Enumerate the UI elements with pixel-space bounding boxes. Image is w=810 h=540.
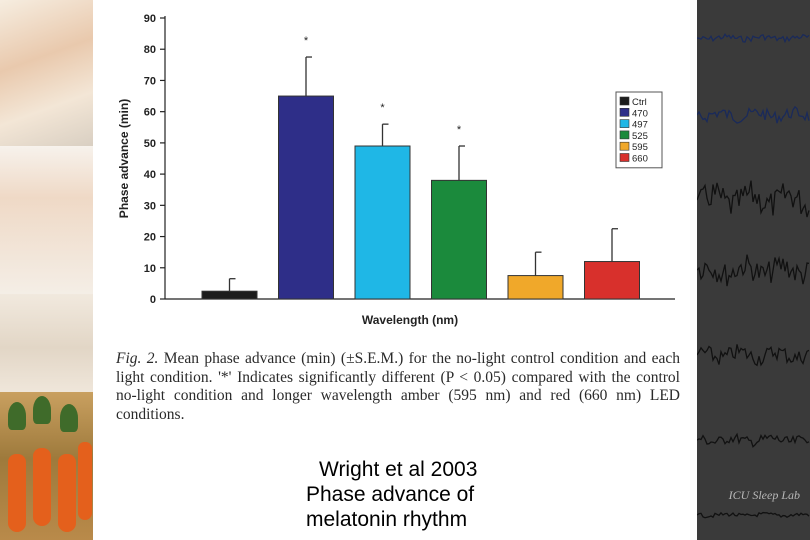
y-tick-label: 40 bbox=[144, 169, 156, 181]
eeg-trace-line bbox=[697, 105, 810, 124]
eeg-traces bbox=[697, 33, 810, 519]
slide-title-line-3: melatonin rhythm bbox=[306, 508, 468, 531]
photo-baby-in-blanket bbox=[0, 146, 93, 294]
legend-label-497: 497 bbox=[632, 120, 648, 131]
eeg-trace-line bbox=[697, 254, 810, 287]
legend-label-595: 595 bbox=[632, 142, 648, 153]
phase-advance-bar-chart: 0 10 20 30 40 50 60 70 80 90 Phase advance (min) Wa… bbox=[117, 13, 675, 327]
y-tick-label: 0 bbox=[150, 294, 156, 306]
eeg-trace-line bbox=[697, 344, 810, 367]
eeg-trace-line bbox=[697, 511, 810, 519]
decorative-photo-strip bbox=[0, 0, 93, 540]
y-axis-label: Phase advance (min) bbox=[117, 99, 131, 218]
bar-Ctrl bbox=[201, 290, 258, 300]
significance-marker-497: * bbox=[380, 102, 385, 114]
eeg-trace-line bbox=[697, 33, 810, 44]
photo-sleeping-babies bbox=[0, 0, 93, 146]
legend-swatch-525 bbox=[619, 130, 630, 140]
photo-carrots bbox=[0, 392, 93, 540]
y-tick-label: 90 bbox=[144, 13, 156, 25]
significance-marker-470: * bbox=[304, 35, 309, 47]
photo-baby-with-teddy bbox=[0, 294, 93, 392]
legend-swatch-497 bbox=[619, 119, 630, 128]
bar-497 bbox=[354, 145, 411, 300]
caption-text: Mean phase advance (min) (±S.E.M.) for t… bbox=[116, 350, 680, 423]
bar-660 bbox=[584, 261, 640, 300]
eeg-trace-line bbox=[697, 180, 810, 218]
legend-label-660: 660 bbox=[632, 154, 648, 165]
x-axis-label: Wavelength (nm) bbox=[362, 313, 458, 327]
y-tick-label: 30 bbox=[144, 200, 156, 212]
legend-swatch-470 bbox=[619, 108, 630, 117]
legend-swatch-660 bbox=[619, 153, 630, 162]
y-tick-label: 60 bbox=[144, 107, 156, 119]
y-tick-label: 70 bbox=[144, 75, 156, 87]
y-tick-label: 50 bbox=[144, 138, 156, 150]
slide-title-line-1: Wright et al 2003 bbox=[319, 458, 478, 481]
bar-525 bbox=[431, 179, 487, 300]
eeg-trace-panel: ICU Sleep Lab bbox=[697, 0, 810, 540]
y-tick-label: 20 bbox=[144, 232, 156, 244]
significance-marker-525: * bbox=[457, 124, 462, 136]
y-tick-label: 10 bbox=[144, 263, 156, 275]
legend-swatch-Ctrl bbox=[619, 96, 630, 106]
legend-label-Ctrl: Ctrl bbox=[632, 97, 647, 108]
eeg-trace-line bbox=[697, 432, 810, 448]
figure-label: Fig. 2. bbox=[116, 350, 159, 367]
sleep-lab-watermark: ICU Sleep Lab bbox=[728, 488, 800, 502]
slide-title: Wright et al 2003 Phase advance of melat… bbox=[306, 457, 477, 532]
legend-label-470: 470 bbox=[632, 108, 648, 119]
bar-595 bbox=[507, 275, 564, 300]
legend-label-525: 525 bbox=[632, 131, 648, 142]
bar-470 bbox=[278, 95, 334, 300]
slide-title-line-2: Phase advance of bbox=[306, 483, 475, 506]
y-tick-label: 80 bbox=[144, 44, 156, 56]
figure-caption: Fig. 2. Mean phase advance (min) (±S.E.M… bbox=[116, 350, 680, 424]
legend-swatch-595 bbox=[619, 141, 630, 151]
